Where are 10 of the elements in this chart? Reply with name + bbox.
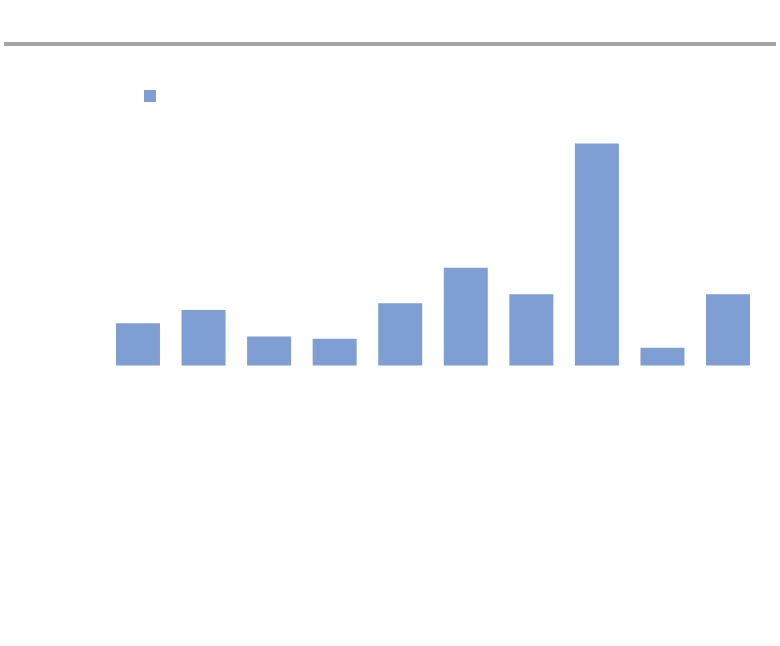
bar xyxy=(640,347,685,366)
bar xyxy=(509,294,554,366)
bar xyxy=(378,303,423,366)
bar xyxy=(312,338,357,366)
bar xyxy=(574,143,619,366)
bar xyxy=(443,267,488,366)
bar xyxy=(115,323,160,366)
bar xyxy=(247,336,292,366)
bar xyxy=(181,309,226,366)
bar xyxy=(706,294,751,366)
